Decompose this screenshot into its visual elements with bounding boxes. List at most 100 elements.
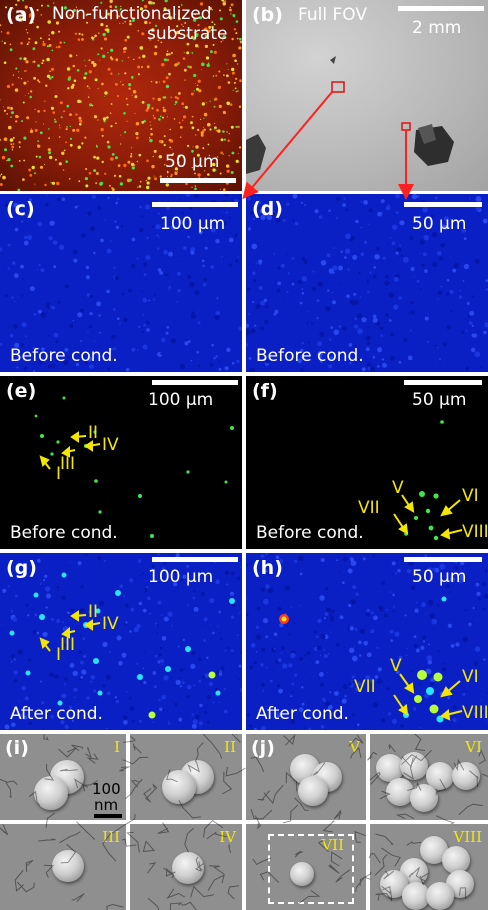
texture-dot [213,23,216,26]
texture-dot [187,604,189,606]
texture-dot [238,46,242,50]
texture-dot [357,317,359,319]
panel-label: (d) [252,198,283,220]
texture-dot [15,120,18,123]
texture-dot [182,638,185,642]
texture-dot [64,724,69,729]
texture-dot [81,233,86,238]
texture-dot [391,561,396,566]
texture-dot [391,659,394,662]
texture-dot [359,628,365,634]
texture-dot [44,202,49,207]
texture-dot [12,617,17,622]
texture-dot [6,160,8,162]
texture-dot [212,701,215,704]
texture-dot [157,624,160,627]
texture-dot [208,154,211,157]
texture-dot [166,116,168,118]
texture-dot [73,258,78,263]
noise-texture [246,194,488,372]
texture-dot [248,357,252,360]
texture-dot [40,14,43,16]
texture-dot [189,285,192,288]
texture-dot [15,3,18,6]
texture-dot [343,197,346,200]
texture-dot [297,280,302,285]
texture-dot [34,128,38,132]
texture-dot [211,25,214,28]
texture-dot [153,685,157,689]
texture-dot [134,113,136,114]
texture-dot [35,121,37,123]
texture-dot [170,153,174,157]
texture-dot [37,222,43,227]
texture-dot [13,670,18,675]
texture-dot [93,251,96,255]
texture-dot [41,347,45,351]
texture-dot [141,330,144,333]
texture-dot [282,219,286,222]
texture-dot [194,187,197,191]
texture-dot [291,682,295,686]
sem-tile-label: VIII [453,828,482,846]
texture-dot [231,615,235,619]
texture-dot [461,225,465,230]
texture-dot [124,131,127,134]
texture-dot [172,152,175,155]
texture-dot [213,357,216,360]
texture-dot [367,290,370,293]
texture-dot [173,13,176,16]
texture-dot [316,317,319,320]
texture-dot [195,83,197,85]
texture-dot [147,176,151,180]
texture-dot [174,103,176,106]
texture-dot [443,216,449,222]
texture-dot [149,38,152,41]
texture-dot [258,286,263,290]
texture-dot [232,14,236,17]
sem-scale-block: nm [92,796,126,820]
texture-dot [148,299,151,302]
texture-dot [226,583,228,586]
texture-dot [44,183,47,187]
texture-dot [43,727,45,729]
texture-dot [484,322,488,328]
texture-dot [288,633,291,636]
texture-dot [437,298,439,301]
texture-dot [180,136,182,138]
texture-dot [100,1,103,4]
texture-dot [100,47,103,50]
texture-dot [27,117,30,119]
texture-dot [308,727,312,730]
texture-dot [137,559,142,563]
texture-dot [33,60,36,63]
texture-dot [339,325,341,328]
texture-dot [127,56,130,59]
texture-dot [472,333,477,338]
texture-dot [22,178,25,181]
texture-dot [230,171,234,174]
texture-dot [84,177,88,181]
texture-dot [418,682,421,685]
texture-dot [45,84,48,87]
texture-dot [265,359,270,364]
texture-dot [226,169,230,173]
texture-dot [10,164,14,168]
texture-dot [84,72,88,76]
texture-dot [267,203,272,208]
texture-dot [34,172,36,175]
texture-dot [78,180,81,183]
texture-dot [3,109,6,112]
texture-dot [42,42,46,47]
texture-dot [252,301,255,304]
texture-dot [297,358,302,364]
texture-dot [52,240,58,245]
texture-dot [446,325,451,330]
texture-dot [63,6,67,10]
texture-dot [20,78,23,80]
texture-dot [425,613,427,615]
texture-dot [122,83,124,86]
texture-dot [359,654,362,657]
sem-tile-label: VII [321,836,344,854]
texture-dot [203,277,207,282]
